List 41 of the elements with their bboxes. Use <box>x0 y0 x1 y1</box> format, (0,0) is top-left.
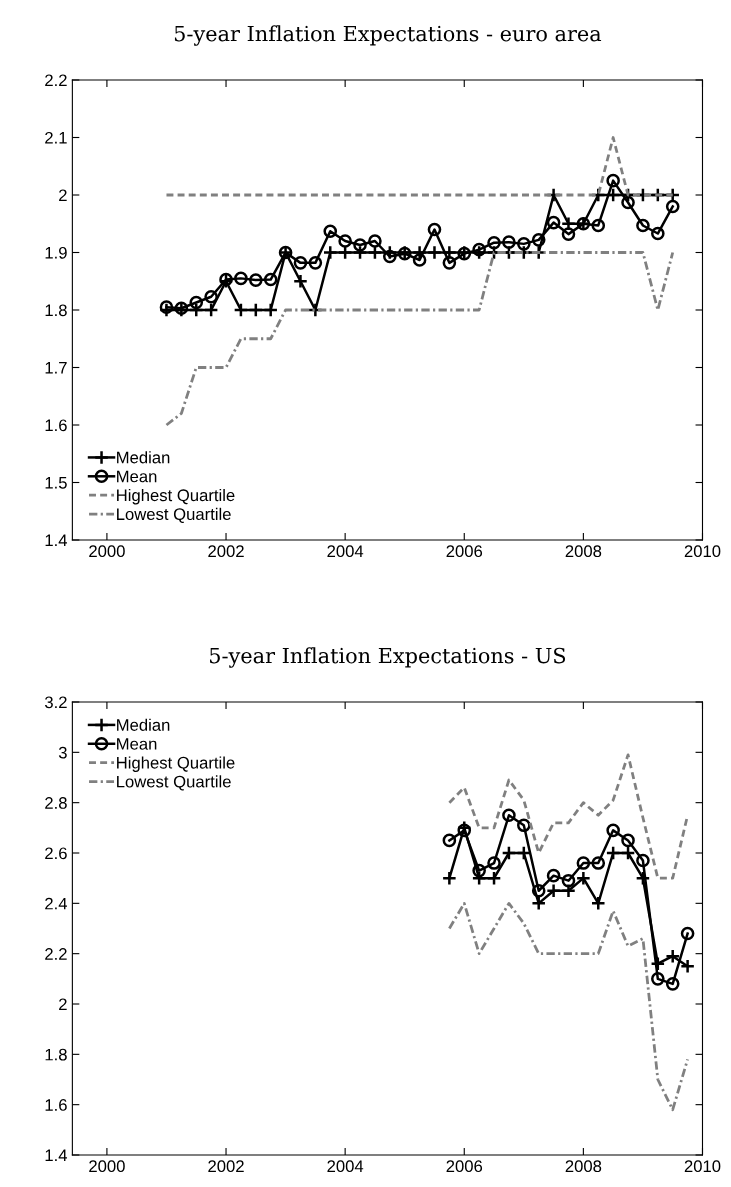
y-tick-label: 1.8 <box>45 304 67 317</box>
y-tick-label: 2 <box>59 189 67 202</box>
y-tick-label: 2.6 <box>45 847 67 860</box>
y-tick-label: 1.4 <box>45 1149 68 1162</box>
y-tick-label: 2.8 <box>45 797 67 809</box>
x-tick-label: 2006 <box>446 545 483 558</box>
x-tick-label: 2010 <box>684 545 721 558</box>
y-tick-label: 1.4 <box>45 534 68 547</box>
y-tick-label: 2.2 <box>45 74 67 87</box>
legend-label: Mean <box>117 470 157 483</box>
legend-label: Lowest Quartile <box>117 775 231 791</box>
y-tick-label: 2 <box>59 998 67 1011</box>
y-tick-label: 2.2 <box>45 948 67 960</box>
legend-label: Median <box>117 718 170 731</box>
legend-label: Mean <box>117 738 157 750</box>
legend-label: Highest Quartile <box>117 488 235 505</box>
x-tick-label: 2008 <box>565 1160 602 1173</box>
y-tick-label: 1.8 <box>45 1048 67 1061</box>
y-tick-label: 1.6 <box>45 419 67 432</box>
y-tick-label: 3 <box>58 746 67 759</box>
x-tick-label: 2002 <box>208 1160 244 1173</box>
legend-label: Lowest Quartile <box>117 507 231 524</box>
x-tick-label: 2006 <box>446 1160 483 1173</box>
x-tick-label: 2000 <box>89 545 125 558</box>
y-tick-label: 1.6 <box>45 1099 67 1111</box>
chart-title: 5-year Inflation Expectations - US <box>210 647 566 668</box>
y-tick-label: 2.1 <box>45 131 67 144</box>
y-tick-label: 1.5 <box>45 477 67 489</box>
x-tick-label: 2004 <box>327 545 364 558</box>
x-tick-label: 2004 <box>327 1160 364 1173</box>
y-tick-label: 2.4 <box>45 897 68 910</box>
x-tick-label: 2008 <box>565 545 602 558</box>
x-tick-label: 2002 <box>208 545 244 558</box>
y-tick-label: 3.2 <box>44 696 67 709</box>
legend-label: Highest Quartile <box>117 756 235 772</box>
x-tick-label: 2010 <box>684 1160 721 1173</box>
y-tick-label: 1.7 <box>45 362 67 374</box>
y-tick-label: 1.9 <box>45 246 67 259</box>
legend-label: Median <box>117 451 170 464</box>
x-tick-label: 2000 <box>89 1160 125 1173</box>
chart-title: 5-year Inflation Expectations - euro area <box>174 25 602 46</box>
